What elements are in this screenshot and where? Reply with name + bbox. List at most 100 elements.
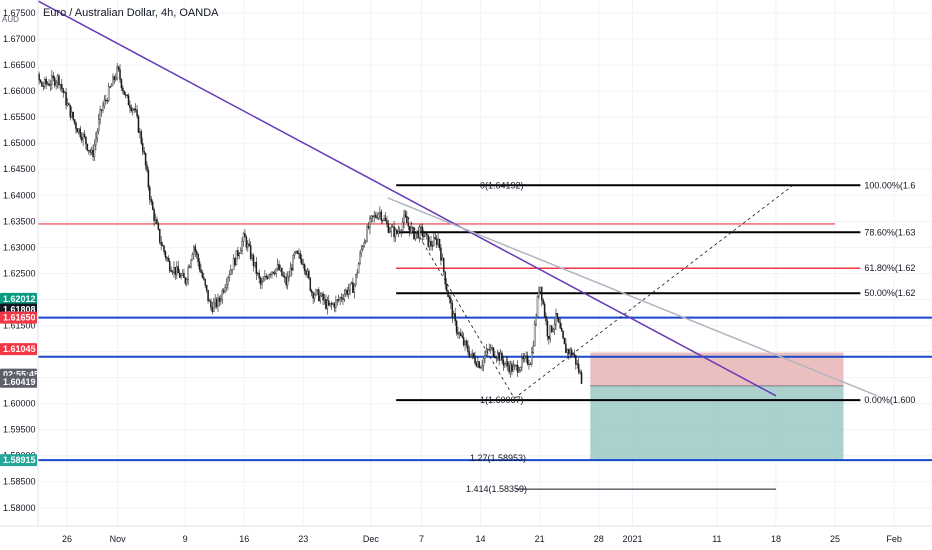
candle-body: [171, 271, 174, 273]
candle-body: [515, 365, 517, 367]
candle-body: [353, 284, 356, 293]
candle-body: [140, 131, 143, 144]
price-axis[interactable]: [0, 0, 38, 526]
candle-body: [377, 213, 380, 219]
candle-body: [443, 258, 445, 272]
candle-body: [187, 267, 189, 280]
candle-body: [231, 269, 233, 271]
candle-body: [293, 252, 296, 256]
candle-body: [220, 299, 222, 302]
price-tick-label: 1.67000: [3, 34, 36, 44]
candle-body: [452, 313, 455, 318]
candle-body: [522, 356, 525, 360]
candle-body: [558, 318, 560, 323]
fib-label-left: 0(1.64192): [480, 180, 524, 190]
candle-body: [450, 298, 452, 304]
candle-body: [109, 86, 111, 88]
candle-body: [491, 347, 493, 349]
candle-body: [451, 302, 454, 318]
candle-body: [329, 303, 331, 306]
descending-trendline[interactable]: [0, 0, 777, 397]
time-tick-label: 25: [830, 534, 840, 544]
candle-body: [529, 363, 532, 365]
candle-body: [525, 355, 527, 357]
fib-dashed-line[interactable]: [404, 211, 515, 399]
candle-body: [467, 344, 469, 352]
candle-body: [269, 274, 272, 276]
currency-label: AUD: [2, 15, 19, 24]
candle-body: [160, 242, 162, 246]
candle-body: [411, 227, 414, 229]
position-zones[interactable]: [590, 352, 844, 461]
candle-body: [406, 216, 408, 223]
candle-body: [337, 299, 340, 301]
fib-label-right: 100.00%(1.6: [864, 180, 915, 190]
candle-body: [546, 320, 549, 337]
candle-body: [316, 289, 319, 291]
take-profit-zone[interactable]: [590, 385, 844, 461]
candle-body: [161, 244, 164, 247]
candle-body: [494, 356, 496, 358]
fib-label-right: 50.00%(1.62: [864, 288, 915, 298]
candle-body: [242, 233, 245, 242]
candle-body: [345, 289, 347, 295]
candle-body: [285, 277, 287, 286]
candle-body: [296, 250, 299, 254]
candle-body: [112, 76, 114, 86]
candle-body: [433, 237, 435, 247]
candle-body: [83, 133, 86, 138]
trendlines[interactable]: [0, 0, 878, 399]
price-tick-label: 1.62500: [3, 268, 36, 278]
candle-body: [454, 313, 456, 322]
candle-body: [201, 272, 204, 278]
candle-body: [506, 361, 509, 367]
candle-body: [535, 316, 537, 325]
candlestick-series: [15, 30, 583, 384]
candle-body: [190, 259, 192, 267]
candle-body: [362, 246, 364, 250]
price-badge-p1: [0, 292, 37, 305]
candle-body: [301, 258, 303, 265]
candle-body: [103, 99, 106, 107]
candle-body: [381, 219, 384, 221]
candle-body: [567, 349, 570, 355]
candle-body: [349, 283, 351, 291]
candle-body: [291, 267, 293, 271]
candle-body: [531, 352, 533, 365]
time-axis[interactable]: [0, 526, 932, 550]
candle-body: [75, 122, 77, 130]
candle-body: [354, 274, 357, 286]
candle-body: [440, 247, 442, 261]
candle-body: [198, 261, 201, 270]
candle-body: [70, 111, 73, 118]
fib-dashed-line[interactable]: [514, 185, 794, 399]
candle-body: [336, 299, 339, 301]
candle-body: [122, 87, 124, 92]
stop-loss-zone[interactable]: [590, 352, 844, 386]
candle-body: [283, 276, 286, 278]
candle-body: [414, 233, 417, 240]
candle-body: [504, 363, 506, 366]
candle-body: [359, 253, 361, 264]
candle-body: [237, 250, 239, 256]
candle-body: [410, 227, 412, 234]
candle-body: [73, 119, 76, 124]
candle-body: [424, 233, 427, 237]
price-tick-label: 1.59500: [3, 425, 36, 435]
candle-body: [276, 264, 279, 269]
candle-body: [342, 298, 344, 300]
candle-body: [315, 289, 317, 296]
candle-body: [55, 82, 57, 86]
candle-body: [85, 136, 87, 145]
gray-trendline[interactable]: [387, 197, 878, 397]
candle-body: [364, 240, 367, 243]
candle-body: [259, 277, 262, 285]
time-tick-label: 18: [771, 534, 781, 544]
candle-body: [482, 358, 485, 366]
candle-body: [166, 257, 168, 259]
candle-body: [136, 109, 138, 117]
candle-body: [126, 94, 128, 96]
candle-body: [495, 357, 498, 359]
candle-body: [444, 271, 446, 285]
